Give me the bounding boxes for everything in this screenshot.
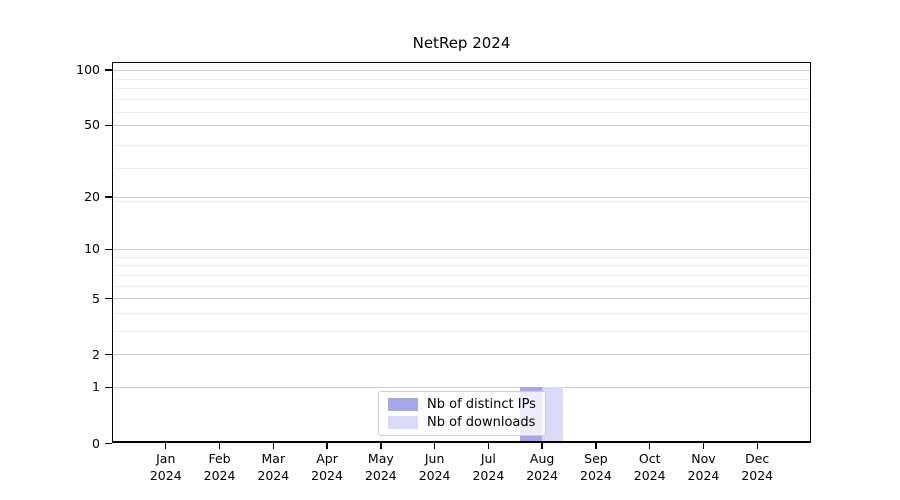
x-tick-label-year: 2024: [203, 467, 236, 483]
legend-box: Nb of distinct IPs Nb of downloads: [378, 391, 546, 436]
y-axis-tick-label: 50: [84, 117, 100, 133]
y-axis-tick-mark: [105, 297, 112, 300]
gridline-minor: [113, 144, 810, 146]
y-axis-tick-mark: [105, 69, 112, 71]
gridline-minor: [113, 99, 810, 101]
y-axis-tick-label: 10: [84, 241, 100, 257]
x-axis-tick-label: Apr 2024: [297, 451, 357, 484]
gridline-minor: [113, 274, 810, 276]
x-axis-tick-mark: [165, 442, 167, 449]
y-axis-tick-mark: [105, 248, 112, 251]
x-tick-label-month: May: [367, 451, 394, 466]
x-tick-label-year: 2024: [633, 467, 666, 483]
gridline-minor: [113, 265, 810, 267]
gridline-major: [113, 386, 810, 388]
gridline-major: [113, 124, 810, 126]
x-axis-tick-label: Jun 2024: [405, 451, 465, 484]
x-tick-label-year: 2024: [257, 467, 290, 483]
y-axis-tick-label: 0: [92, 435, 100, 451]
gridline-minor: [113, 88, 810, 90]
y-axis-tick-mark: [105, 124, 112, 127]
x-tick-label-month: Jun: [424, 451, 445, 466]
x-tick-label-year: 2024: [311, 467, 343, 483]
x-axis-tick-label: Nov 2024: [673, 451, 733, 484]
legend-swatch-nb-of-downloads: [388, 416, 418, 429]
x-axis-tick-mark: [541, 442, 543, 449]
x-axis-tick-label: Aug 2024: [512, 451, 572, 484]
gridline-major: [113, 248, 810, 250]
gridline-minor: [113, 256, 810, 258]
x-axis-tick-mark: [487, 442, 490, 449]
y-axis-tick-mark: [105, 386, 112, 389]
gridline-major: [113, 196, 810, 198]
gridline-major: [113, 298, 810, 300]
chart-title: NetRep 2024: [412, 34, 511, 52]
x-axis-tick-label: Mar 2024: [243, 451, 303, 484]
x-axis-tick-mark: [648, 442, 651, 449]
gridline-minor: [113, 330, 810, 332]
x-tick-label-month: Mar: [261, 451, 286, 466]
gridline-major: [113, 69, 810, 71]
y-axis-tick-label: 20: [84, 189, 100, 205]
x-axis-tick-label: Feb 2024: [190, 451, 250, 484]
y-axis-tick-mark: [105, 353, 112, 356]
legend-entry-label: Nb of downloads: [427, 415, 536, 430]
x-axis-tick-mark: [756, 442, 758, 449]
x-tick-label-month: Oct: [638, 451, 661, 466]
x-axis-tick-label: May 2024: [351, 451, 411, 484]
x-axis-tick-label: Jul 2024: [458, 451, 518, 484]
x-axis-tick-mark: [595, 442, 597, 449]
x-tick-label-month: Jan: [156, 451, 176, 466]
x-axis-tick-mark: [433, 442, 436, 449]
gridline-minor: [113, 312, 810, 314]
x-axis-tick-mark: [272, 442, 274, 449]
x-axis-tick-label: Jan 2024: [136, 451, 196, 484]
x-tick-label-month: Feb: [208, 451, 231, 466]
gridline-major: [113, 354, 810, 356]
x-axis-tick-mark: [702, 442, 705, 449]
x-tick-label-year: 2024: [580, 467, 612, 483]
x-tick-label-year: 2024: [687, 467, 720, 483]
x-tick-label-month: Jul: [480, 451, 496, 466]
gridline-minor: [113, 111, 810, 113]
bar-nb-of-downloads: [541, 386, 564, 442]
legend-entry: Nb of downloads: [388, 415, 536, 430]
legend-entry: Nb of distinct IPs: [388, 397, 536, 412]
x-axis-tick-label: Dec 2024: [727, 451, 787, 484]
x-tick-label-month: Aug: [529, 451, 555, 466]
y-axis-tick-label: 5: [92, 290, 100, 306]
x-tick-label-year: 2024: [149, 467, 182, 483]
x-axis-tick-label: Sep 2024: [566, 451, 626, 484]
y-axis-tick-label: 100: [76, 62, 100, 78]
x-axis-tick-mark: [326, 442, 328, 449]
legend-swatch-nb-of-distinct-ips: [388, 398, 418, 411]
gridline-minor: [113, 167, 810, 169]
x-axis-tick-label: Oct 2024: [620, 451, 680, 484]
x-tick-label-month: Dec: [745, 451, 770, 466]
y-axis-tick-label: 2: [92, 346, 100, 362]
y-axis-tick-label: 1: [92, 379, 100, 395]
x-axis-tick-mark: [218, 442, 221, 449]
x-tick-label-year: 2024: [364, 467, 397, 483]
y-axis-tick-mark: [105, 196, 112, 198]
gridline-minor: [113, 78, 810, 80]
x-tick-label-year: 2024: [472, 467, 505, 483]
x-tick-label-year: 2024: [741, 467, 774, 483]
x-tick-label-year: 2024: [526, 467, 559, 483]
gridline-minor: [113, 200, 810, 202]
plot-area: [112, 62, 811, 443]
legend-entry-label: Nb of distinct IPs: [427, 397, 536, 412]
x-tick-label-month: Sep: [584, 451, 608, 466]
x-tick-label-month: Nov: [691, 451, 716, 466]
gridline-minor: [113, 285, 810, 287]
y-axis-tick-mark: [105, 442, 112, 445]
x-axis-tick-mark: [380, 442, 382, 449]
x-tick-label-month: Apr: [316, 451, 338, 466]
x-tick-label-year: 2024: [418, 467, 451, 483]
